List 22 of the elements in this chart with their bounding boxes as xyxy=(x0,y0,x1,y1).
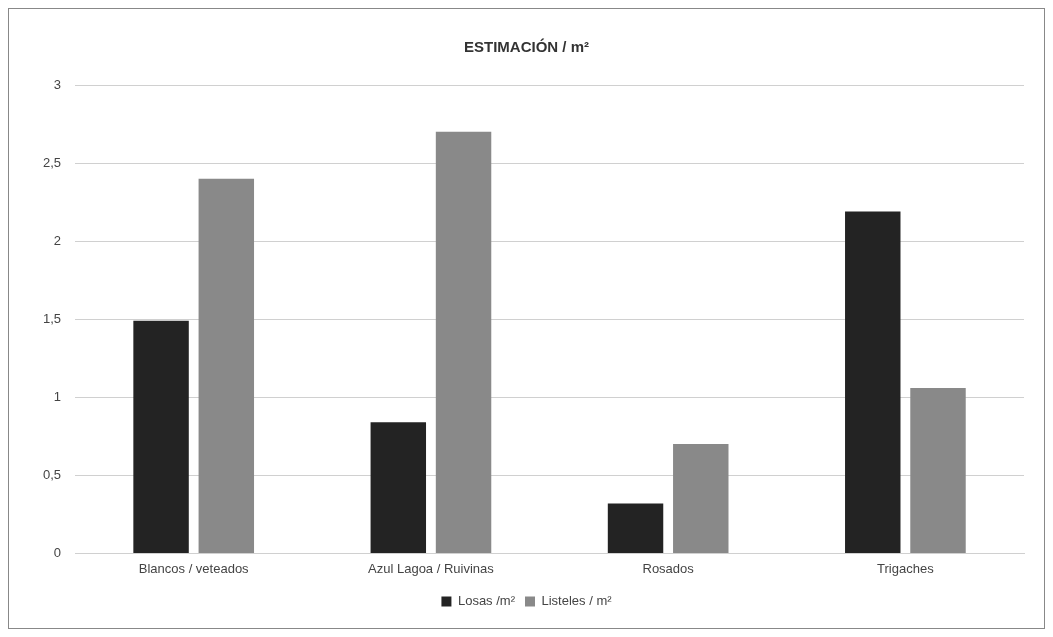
x-tick-label: Azul Lagoa / Ruivinas xyxy=(368,560,495,576)
bar xyxy=(370,422,427,553)
bar xyxy=(607,503,664,553)
y-tick-label: 2,5 xyxy=(42,154,62,170)
bar xyxy=(435,131,492,553)
bar xyxy=(673,444,729,553)
bar xyxy=(845,211,901,553)
y-tick-label: 3 xyxy=(53,76,62,92)
y-tick-label: 1 xyxy=(53,388,62,404)
legend-label: Listeles / m² xyxy=(541,593,613,609)
y-tick-label: 0 xyxy=(53,544,62,560)
x-tick-label: Rosados xyxy=(642,560,695,576)
x-tick-label: Blancos / veteados xyxy=(138,560,250,576)
bar xyxy=(198,178,255,553)
bar xyxy=(133,320,189,553)
y-tick-label: 2 xyxy=(53,232,62,248)
y-tick-label: 0,5 xyxy=(42,466,62,482)
chart-title: ESTIMACIÓN / m² xyxy=(463,38,590,56)
legend-label: Losas /m² xyxy=(457,593,516,609)
x-tick-label: Trigaches xyxy=(877,560,935,576)
y-tick-label: 1,5 xyxy=(42,310,62,326)
bar xyxy=(910,387,966,553)
